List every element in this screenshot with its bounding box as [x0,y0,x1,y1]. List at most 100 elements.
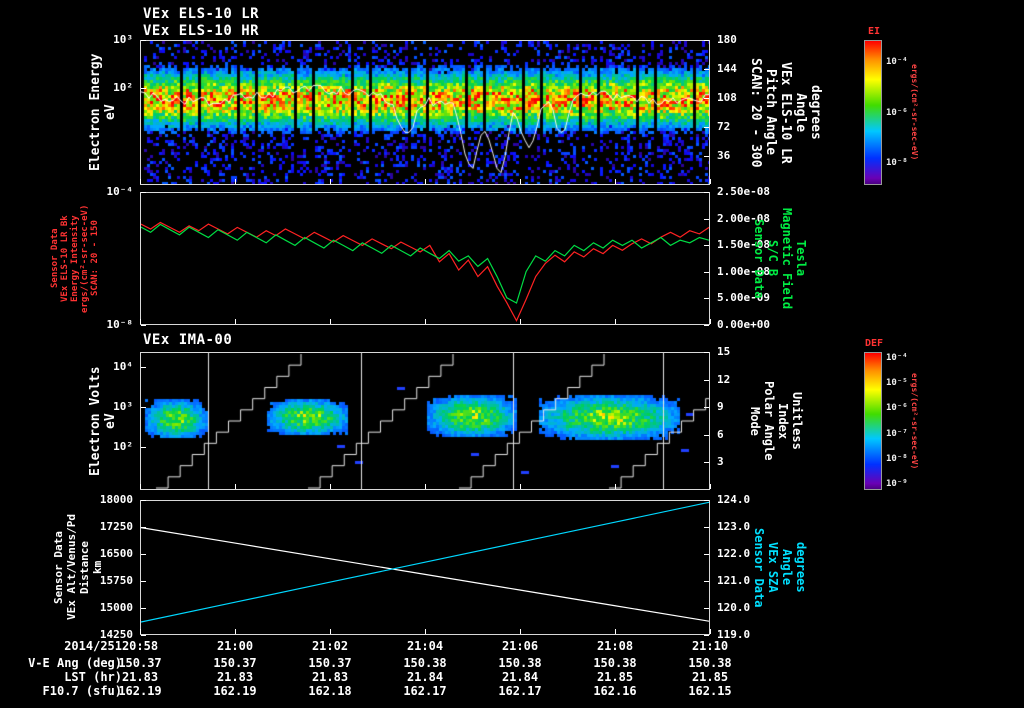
y-axis-tick-altitude-and-sza: 17250 [99,520,133,533]
series-line [141,527,709,622]
tick-mark [704,352,709,353]
x-tick-mark [330,484,331,489]
x-axis-tick-label: 21:00 [216,639,254,653]
tick-mark [141,527,146,528]
ima-colorbar-tick: 10⁻⁴ [886,352,908,363]
x-tick-mark [425,179,426,184]
x-tick-mark [235,179,236,184]
y-axis-tick-ima-ion-spectrogram: 10² [113,440,133,454]
y-axis-label-els-intensity-and-magnetic-field: Sensor Data VEx ELS-10 LR Bk Energy Intens… [50,192,100,325]
axis-label-line: Sensor Data [752,527,766,608]
footer-row-value: 150.38 [403,656,447,670]
els-energy-spectrogram-canvas [141,41,709,184]
axis-label-line: Energy Intensity [70,215,80,302]
tick-mark [704,156,709,157]
y2-axis-tick-ima-ion-spectrogram: 12 [717,372,731,386]
y2-axis-tick-ima-ion-spectrogram: 3 [717,455,724,469]
tick-mark [141,367,146,369]
tick-mark [704,271,709,273]
tick-mark [704,434,709,436]
tick-mark [141,325,146,326]
y2-axis-tick-els-intensity-and-magnetic-field: 1.00e-08 [717,264,770,278]
axis-label-line: Magnetic Field [780,207,794,310]
tick-mark [141,554,146,555]
tick-mark [704,527,709,528]
axis-label-line: km [91,560,104,575]
axis-label-line: Mode [748,406,762,436]
x-tick-mark [710,484,711,489]
tick-mark [141,407,146,409]
ima-colorbar-tick: 10⁻⁷ [886,428,908,439]
y2-axis-tick-els-intensity-and-magnetic-field: 2.00e-08 [717,211,770,225]
y-axis-tick-altitude-and-sza: 15750 [99,574,133,587]
x-tick-mark [710,629,711,634]
footer-row-value: 150.37 [213,656,257,670]
axis-label-line: Tesla [794,240,808,277]
tick-mark [704,379,709,381]
y2-axis-tick-altitude-and-sza: 122.0 [717,547,751,560]
ima-title: VEx IMA-00 [143,332,233,348]
y2-axis-tick-els-intensity-and-magnetic-field: 2.50e-08 [717,185,770,198]
tick-mark [704,127,709,128]
axis-label-line: S/C B [766,240,780,277]
axis-label-line: VEx SZA [766,542,780,593]
els-colorbar-tick: 10⁻⁶ [886,107,908,118]
y2-axis-label-els-energy-spectrogram: SCAN: 20 - 300 Pitch Angle VEx ELS-10 LR An… [748,40,823,185]
footer-row-value: 21.83 [216,670,254,684]
axis-label-line: Unitless [790,392,804,450]
x-axis-tick-label: 21:02 [311,639,349,653]
tick-mark [141,608,146,609]
y-axis-label-altitude-and-sza: Sensor Data VEx Alt/Venus/Pd Distance km [52,500,104,635]
x-tick-mark [520,629,521,634]
els-colorbar-tick: 10⁻⁸ [886,158,908,169]
footer-row-value: 21.83 [311,670,349,684]
x-axis-tick-label: 21:04 [406,639,444,653]
y2-axis-tick-ima-ion-spectrogram: 6 [717,427,724,441]
x-tick-mark [140,629,141,634]
series-line [141,223,709,304]
els-intensity-and-magnetic-field-plot-area[interactable] [140,192,710,325]
axis-label-line: Sensor Data [752,218,766,299]
ima-colorbar [864,352,882,490]
els-colorbar-title: EI [867,26,881,37]
y2-axis-tick-altitude-and-sza: 121.0 [717,574,751,587]
tick-mark [704,245,709,247]
ima-ion-spectrogram-plot-area[interactable] [140,352,710,490]
y-axis-tick-els-intensity-and-magnetic-field: 10⁻⁸ [106,318,134,331]
x-tick-mark [425,484,426,489]
altitude-and-sza-plot-area[interactable] [140,500,710,635]
tick-mark [141,581,146,582]
axis-label-line: SCAN: 20 - 150 [90,220,100,297]
tick-mark [704,40,709,41]
tick-mark [704,554,709,555]
footer-row-value: 150.38 [688,656,732,670]
ima-colorbar-tick: 10⁻⁹ [886,479,908,490]
footer-row-value: 162.19 [118,684,162,698]
footer-row-value: 150.38 [593,656,637,670]
x-tick-mark [710,179,711,184]
y2-axis-tick-els-energy-spectrogram: 36 [717,149,731,162]
date-label: 2014/251 [64,639,122,653]
tick-mark [141,447,146,449]
x-tick-mark [330,179,331,184]
y-axis-tick-altitude-and-sza: 15000 [99,601,133,614]
axis-label-line: Angle [793,92,808,133]
footer-row-value: 150.38 [498,656,542,670]
x-tick-mark [615,484,616,489]
ima-colorbar-tick: 10⁻⁵ [886,377,908,388]
axis-label-line: Sensor Data [52,531,65,604]
tick-mark [704,218,709,220]
axis-label-line: VEx Alt/Venus/Pd [65,514,78,621]
axis-label-line: VEx ELS-10 LR [778,61,793,164]
tick-mark [704,192,709,193]
y2-axis-tick-els-intensity-and-magnetic-field: 0.00e+00 [717,318,770,331]
axis-label-line: Index [776,402,790,440]
tick-mark [704,462,709,464]
series-line [141,501,709,623]
els-energy-spectrogram-plot-area[interactable] [140,40,710,185]
tick-mark [141,88,146,90]
x-tick-mark [425,319,426,324]
y-axis-label-els-energy-spectrogram: Electron Energy eV [88,40,118,185]
footer-row-value: 21.85 [596,670,634,684]
